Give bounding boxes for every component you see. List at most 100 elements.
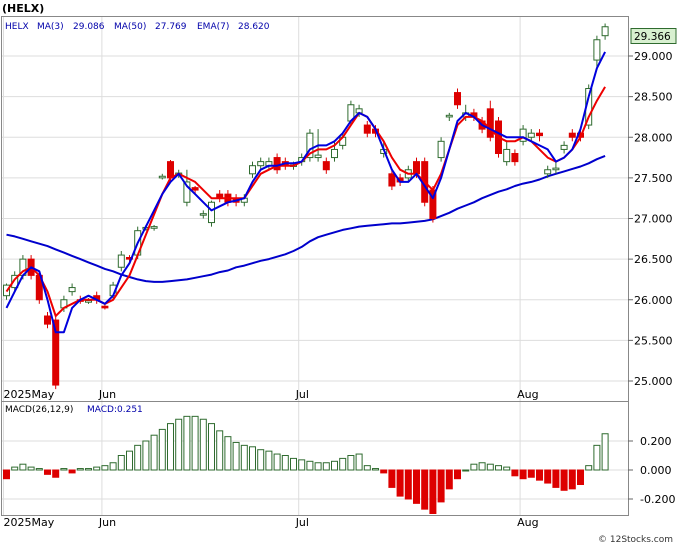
macd-bar (306, 460, 314, 471)
macd-bar (76, 468, 84, 471)
macd-bar (249, 446, 256, 471)
candle-body (511, 153, 519, 163)
macd-bar (35, 468, 43, 471)
price-grid (2, 17, 628, 401)
legend-ema7-value: 28.620 (238, 22, 270, 32)
candle-body (454, 92, 461, 106)
macd-value-label: MACD:0.251 (87, 405, 143, 415)
macd-bar (68, 469, 76, 474)
macd-bar (158, 428, 166, 471)
macd-x-tick-label: Aug (517, 516, 538, 529)
macd-bar (216, 430, 224, 471)
macd-bar (470, 463, 478, 471)
price-x-tick-label: Jun (98, 388, 116, 401)
macd-bar (527, 469, 535, 478)
macd-bar (290, 457, 297, 471)
macd-bar (208, 423, 215, 471)
candle-body (273, 157, 281, 171)
last-price-tag-box (630, 28, 677, 44)
macd-bar (150, 434, 158, 471)
macd-bar (27, 466, 35, 471)
macd-bar (536, 469, 543, 481)
candle-body (191, 187, 199, 191)
macd-x-tick-label: Jul (295, 516, 309, 529)
candle-body (306, 132, 314, 159)
candle-body (322, 161, 330, 171)
price-y-axis: 25.000 25.500 26.000 26.500 27.000 27.500 28.0… (628, 50, 673, 388)
candle-body (44, 315, 51, 325)
price-y-tick-label: 27.500 (634, 172, 673, 185)
price-x-axis: 2025May Jun Jul Aug (4, 388, 539, 401)
candle-body (85, 300, 92, 303)
macd-y-tick-label: 0.200 (640, 435, 672, 448)
macd-bar (93, 466, 101, 471)
candle-body (601, 26, 609, 37)
macd-bar (60, 468, 68, 471)
candle-body (11, 274, 19, 289)
macd-bar (281, 455, 289, 471)
last-price-tag-text: 29.366 (634, 31, 671, 43)
macd-bar (11, 466, 19, 471)
price-y-tick-label: 29.000 (634, 50, 673, 63)
macd-bar (232, 441, 240, 471)
macd-bar (109, 462, 117, 471)
macd-bar (126, 450, 133, 471)
candle-body (199, 213, 207, 216)
macd-bar (519, 469, 527, 480)
macd-bar (314, 462, 322, 471)
candle-body (52, 319, 60, 386)
macd-bar (240, 444, 248, 471)
macd-bar (265, 450, 273, 471)
macd-bar (298, 459, 306, 471)
macd-bar (511, 469, 519, 477)
macd-bar (421, 469, 429, 510)
macd-bar (183, 415, 191, 471)
macd-bar (413, 469, 420, 504)
candle-body (486, 108, 494, 138)
candle-body (544, 169, 552, 175)
macd-bar (134, 444, 142, 471)
candle-body (437, 140, 445, 159)
candle-body (568, 132, 576, 138)
macd-bar (52, 469, 60, 478)
candle-body (527, 132, 535, 138)
macd-x-tick-label: Jun (98, 516, 116, 529)
price-y-tick-label: 26.000 (634, 294, 673, 307)
macd-bar (462, 469, 470, 472)
macd-bar (347, 455, 355, 471)
macd-bar (117, 455, 125, 471)
legend-symbol: HELX (5, 22, 29, 32)
macd-bar (396, 469, 404, 497)
candle-body (331, 148, 338, 159)
macd-bar (593, 444, 601, 471)
price-legend: HELX MA(3) 29.086 MA(50) 27.769 EMA(7) 2… (5, 22, 270, 32)
macd-bar (339, 457, 347, 471)
last-price-tag: 29.366 (630, 28, 677, 44)
macd-bar (429, 469, 437, 514)
candle-body (117, 254, 125, 268)
legend-ema7-label: EMA(7) (197, 22, 229, 32)
macd-bar (85, 468, 92, 471)
macd-x-axis: 2025May Jun Jul Aug (4, 516, 539, 529)
macd-bar (503, 466, 511, 471)
macd-panel-frame (1, 401, 629, 516)
macd-bar (552, 469, 560, 488)
macd-bar (363, 465, 371, 471)
macd-y-axis: 0.200 0.000 -0.200 (628, 435, 675, 506)
candle-body (593, 39, 601, 61)
macd-bar (577, 469, 584, 485)
candle-body (552, 167, 560, 171)
macd-bar (404, 469, 412, 500)
legend-ma3-label: MA(3) (37, 22, 64, 32)
macd-bar (560, 469, 568, 491)
candle-body (363, 124, 371, 134)
macd-bar (175, 418, 183, 471)
candle-body (536, 132, 543, 137)
macd-bar (454, 469, 461, 480)
macd-bar (331, 460, 338, 471)
ma50-line (6, 154, 606, 283)
price-y-tick-label: 28.000 (634, 131, 673, 144)
candle-body (208, 201, 215, 224)
macd-bar (486, 463, 494, 471)
